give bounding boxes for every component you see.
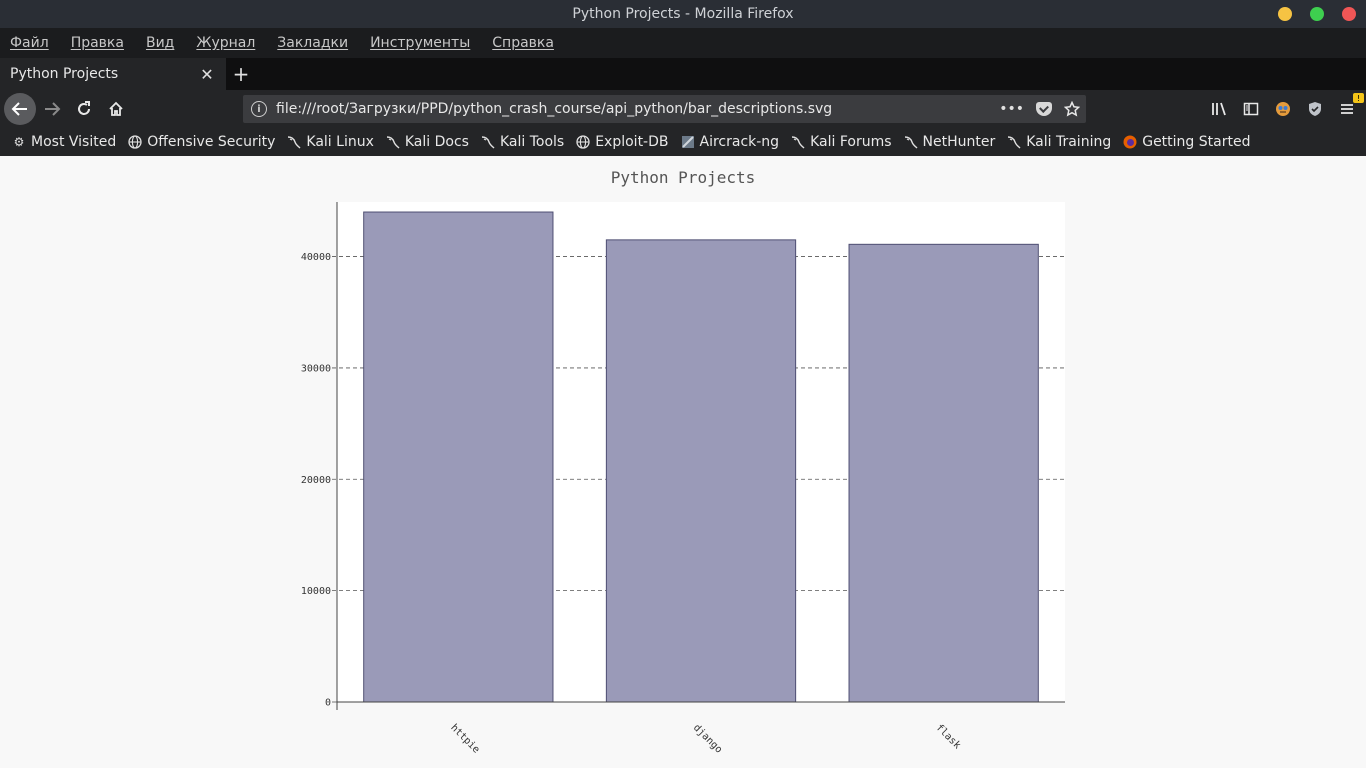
- maximize-button[interactable]: [1310, 7, 1324, 21]
- y-tick-label: 0: [325, 698, 331, 709]
- menu-history[interactable]: Журнал: [196, 35, 256, 51]
- home-icon: [109, 101, 123, 116]
- bookmark-label: Kali Tools: [499, 134, 565, 150]
- bookmark-kali-linux[interactable]: Kali Linux: [287, 134, 374, 150]
- bookmark-label: NetHunter: [922, 134, 996, 150]
- bookmark-label: Offensive Security: [147, 134, 276, 150]
- window-controls: [1278, 7, 1356, 21]
- close-window-button[interactable]: [1342, 7, 1356, 21]
- firefox-icon: [1123, 135, 1137, 149]
- bookmark-nethunter[interactable]: NetHunter: [904, 134, 996, 150]
- menu-bar: Файл Правка Вид Журнал Закладки Инструме…: [0, 28, 1366, 58]
- menu-help[interactable]: Справка: [492, 35, 554, 51]
- back-button[interactable]: [4, 93, 36, 125]
- aircrack-icon: [681, 135, 695, 149]
- chart-title: Python Projects: [611, 168, 756, 187]
- bookmark-label: Most Visited: [31, 134, 117, 150]
- kali-dragon-icon: [1007, 135, 1021, 149]
- kali-dragon-icon: [287, 135, 301, 149]
- info-icon[interactable]: i: [251, 101, 267, 117]
- globe-icon: [128, 135, 142, 149]
- window-titlebar: Python Projects - Mozilla Firefox: [0, 0, 1366, 28]
- bar-flask: [848, 243, 1039, 703]
- kali-dragon-icon: [904, 135, 918, 149]
- sidebar-icon[interactable]: [1240, 98, 1262, 120]
- y-tick-label: 10000: [301, 586, 331, 597]
- bookmark-kali-forums[interactable]: Kali Forums: [791, 134, 892, 150]
- url-actions: •••: [999, 101, 1080, 117]
- toolbar-right: !: [1208, 90, 1364, 128]
- url-text[interactable]: file:///root/Загрузки/PPD/python_crash_c…: [276, 101, 833, 117]
- close-icon[interactable]: ✕: [200, 64, 214, 84]
- arrow-left-icon: [11, 102, 27, 116]
- y-tick-label: 40000: [301, 252, 331, 263]
- page-actions-icon[interactable]: •••: [999, 101, 1024, 117]
- bookmark-aircrack-ng[interactable]: Aircrack-ng: [681, 134, 780, 150]
- tab-strip: Python Projects ✕ +: [0, 58, 1366, 90]
- menu-view[interactable]: Вид: [145, 35, 175, 51]
- globe-icon: [576, 135, 590, 149]
- bookmark-exploit-db[interactable]: Exploit-DB: [576, 134, 669, 150]
- bookmark-label: Kali Training: [1026, 134, 1112, 150]
- menu-tools[interactable]: Инструменты: [370, 35, 471, 51]
- shield-icon[interactable]: [1304, 98, 1326, 120]
- home-button[interactable]: [100, 93, 132, 125]
- forward-button[interactable]: [36, 93, 68, 125]
- bookmark-kali-training[interactable]: Kali Training: [1007, 134, 1111, 150]
- bookmark-label: Kali Forums: [810, 134, 892, 150]
- window-title: Python Projects - Mozilla Firefox: [572, 6, 794, 22]
- bookmark-most-visited[interactable]: ⚙ Most Visited: [12, 134, 117, 150]
- bar-chart: Python Projects 0 10000 20000 30000 40000 http…: [301, 168, 1065, 756]
- x-tick-label: httpie: [448, 722, 481, 755]
- kali-dragon-icon: [481, 135, 495, 149]
- bookmark-label: Aircrack-ng: [699, 134, 780, 150]
- bookmark-kali-docs[interactable]: Kali Docs: [386, 134, 469, 150]
- menu-file[interactable]: Файл: [10, 35, 49, 51]
- reload-icon: [78, 101, 90, 115]
- x-tick-label: django: [691, 722, 724, 755]
- new-tab-button[interactable]: +: [226, 58, 256, 90]
- tab-python-projects[interactable]: Python Projects ✕: [0, 58, 226, 90]
- kali-dragon-icon: [386, 135, 400, 149]
- bookmark-label: Kali Linux: [306, 134, 374, 150]
- reload-button[interactable]: [68, 93, 100, 125]
- menu-hamburger-icon[interactable]: !: [1336, 93, 1364, 120]
- library-icon[interactable]: [1208, 98, 1230, 120]
- bookmark-label: Exploit-DB: [595, 134, 669, 150]
- star-icon[interactable]: [1064, 101, 1080, 117]
- menu-edit[interactable]: Правка: [70, 35, 124, 51]
- gear-icon: ⚙: [13, 135, 25, 149]
- y-tick-label: 30000: [301, 363, 331, 374]
- menu-bookmarks[interactable]: Закладки: [277, 35, 349, 51]
- plus-icon: +: [232, 62, 250, 86]
- update-badge: !: [1353, 93, 1364, 103]
- bookmark-kali-tools[interactable]: Kali Tools: [481, 134, 564, 150]
- bookmarks-toolbar: ⚙ Most Visited Offensive Security Kali Linu…: [0, 128, 1366, 156]
- navigation-toolbar: i file:///root/Загрузки/PPD/python_crash…: [0, 90, 1366, 128]
- pocket-icon[interactable]: [1036, 102, 1052, 116]
- page-content: Python Projects 0 10000 20000 30000 40000 http…: [0, 156, 1366, 768]
- bookmark-getting-started[interactable]: Getting Started: [1123, 134, 1250, 150]
- bookmark-offensive-security[interactable]: Offensive Security: [128, 134, 275, 150]
- extension-face-icon[interactable]: [1272, 98, 1294, 120]
- url-bar[interactable]: i file:///root/Загрузки/PPD/python_crash…: [243, 95, 1086, 123]
- x-tick-label: flask: [934, 722, 963, 751]
- bar-django: [605, 239, 797, 703]
- tab-title: Python Projects: [10, 66, 119, 82]
- minimize-button[interactable]: [1278, 7, 1292, 21]
- y-tick-label: 20000: [301, 475, 331, 486]
- bar-httpie: [363, 211, 554, 703]
- bookmark-label: Getting Started: [1142, 134, 1251, 150]
- bookmark-label: Kali Docs: [404, 134, 469, 150]
- kali-dragon-icon: [791, 135, 805, 149]
- arrow-right-icon: [45, 102, 61, 116]
